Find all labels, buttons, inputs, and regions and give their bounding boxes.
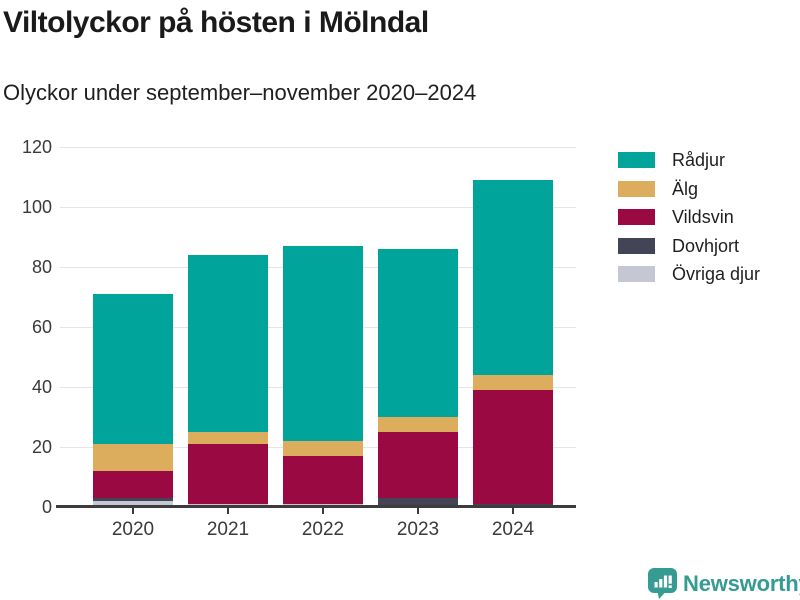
y-axis-tick-label: 60	[31, 317, 52, 337]
legend-label: Dovhjort	[672, 235, 740, 256]
bar-segment-2022-Rådjur	[283, 246, 363, 441]
y-axis-tick-label: 0	[41, 497, 52, 517]
bar-segment-2020-Älg	[93, 444, 173, 471]
bar-segment-2023-Rådjur	[378, 249, 458, 417]
chart-title: Viltolyckor på hösten i Mölndal	[3, 6, 429, 39]
y-axis-tick-label: 40	[31, 377, 52, 397]
bar-segment-2020-Vildsvin	[93, 471, 173, 498]
bar-segment-2020-Dovhjort	[93, 498, 173, 501]
gridline-y-100	[60, 207, 576, 208]
gridline-y-120	[60, 147, 576, 148]
bar-segment-2023-Dovhjort	[378, 498, 458, 507]
newsworthy-logo: Newsworthy	[648, 568, 800, 599]
legend-swatch-Vildsvin	[618, 209, 655, 225]
bar-segment-2021-Älg	[188, 432, 268, 444]
y-axis-tick-label: 100	[21, 197, 52, 217]
y-axis-tick-label: 80	[31, 257, 52, 277]
y-axis-tick-label: 20	[31, 437, 52, 457]
newsworthy-wordmark: Newsworthy	[683, 570, 800, 596]
x-axis-tick-label: 2020	[111, 519, 155, 540]
x-axis-tick-label: 2024	[491, 519, 535, 540]
bar-segment-2020-Rådjur	[93, 294, 173, 444]
x-axis-tick-2021	[227, 508, 229, 514]
bar-segment-2024-Älg	[473, 375, 553, 390]
newsworthy-bubble-bar-chart-icon	[648, 568, 677, 599]
bar-segment-2022-Älg	[283, 441, 363, 456]
x-axis-line	[56, 505, 576, 508]
chart-subtitle: Olyckor under september–november 2020–20…	[3, 80, 477, 105]
bar-segment-2023-Vildsvin	[378, 432, 458, 498]
bar-segment-2021-Vildsvin	[188, 444, 268, 504]
bar-segment-2023-Älg	[378, 417, 458, 432]
y-axis-tick-label: 120	[21, 137, 52, 157]
x-axis-tick-2023	[417, 508, 419, 514]
legend-label: Rådjur	[672, 150, 726, 170]
x-axis-tick-label: 2021	[206, 519, 250, 540]
bar-segment-2021-Rådjur	[188, 255, 268, 432]
legend-swatch-Älg	[618, 180, 655, 197]
bar-segment-2024-Rådjur	[473, 180, 553, 375]
legend-swatch-Övriga djur	[618, 266, 655, 282]
x-axis-tick-2024	[512, 508, 514, 514]
x-axis-tick-2022	[322, 508, 324, 514]
x-axis-tick-2020	[132, 508, 134, 514]
legend-label: Vildsvin	[672, 207, 734, 227]
bar-segment-2022-Vildsvin	[283, 456, 363, 504]
legend-swatch-Dovhjort	[618, 237, 655, 254]
x-axis-tick-label: 2022	[301, 519, 345, 540]
legend-label: Älg	[672, 178, 699, 199]
bar-segment-2020-Övriga djur	[93, 501, 173, 507]
bar-segment-2024-Vildsvin	[473, 390, 553, 504]
x-axis-tick-label: 2023	[396, 519, 440, 540]
legend-swatch-Rådjur	[618, 152, 655, 168]
legend-label: Övriga djur	[672, 264, 761, 284]
